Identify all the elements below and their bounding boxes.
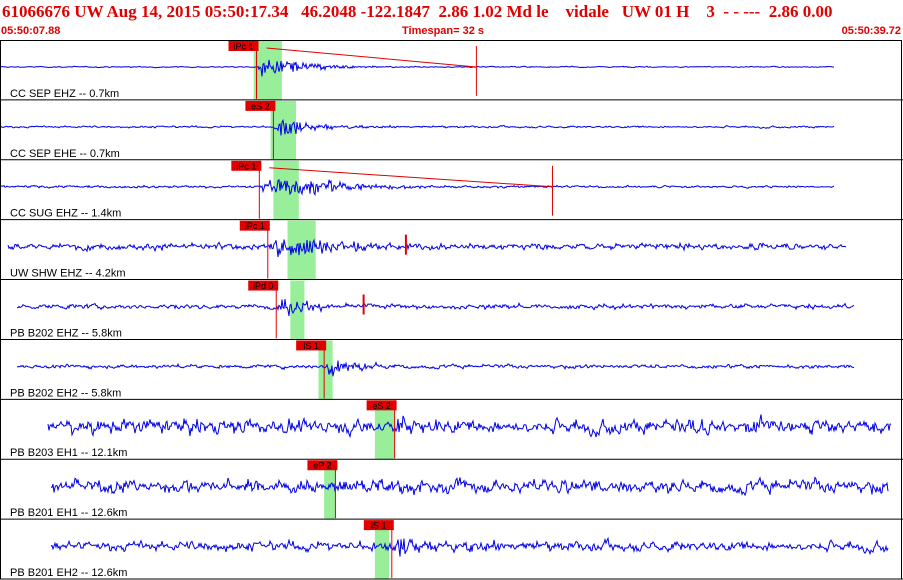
phase-pick-label-box bbox=[248, 280, 279, 291]
station-label: UW SHW EHZ -- 4.2km bbox=[10, 268, 126, 280]
station-label: CC SUG EHZ -- 1.4km bbox=[10, 208, 121, 220]
station-label: PB B201 EH1 -- 12.6km bbox=[10, 507, 127, 519]
trace-panel-8: iS 1 PB B201 EH2 -- 12.6km bbox=[0, 520, 903, 580]
end-time-label: 05:50:39.72 bbox=[841, 25, 901, 37]
phase-pick-label: eP 2 bbox=[313, 461, 331, 471]
phase-pick-label: iPc 1 bbox=[236, 161, 256, 171]
station-label: PB B202 EHZ -- 5.8km bbox=[10, 327, 122, 339]
phase-pick-label-box bbox=[366, 400, 397, 411]
pick-window-highlight bbox=[374, 400, 395, 460]
station-label: PB B202 EH2 -- 5.8km bbox=[10, 387, 121, 399]
waveform-line bbox=[0, 59, 834, 77]
trace-panel-0: iPc 1 CC SEP EHZ -- 0.7km bbox=[0, 41, 903, 101]
trace-panel-7: eP 2 PB B201 EH1 -- 12.6km bbox=[0, 460, 903, 520]
pick-window-highlight bbox=[374, 520, 389, 579]
station-label: CC SEP EHZ -- 0.7km bbox=[10, 88, 119, 100]
phase-pick-label-box bbox=[296, 340, 327, 351]
coda-line bbox=[266, 47, 477, 68]
phase-pick-label: iS 1 bbox=[371, 521, 387, 531]
phase-pick-label: iS 1 bbox=[303, 341, 319, 351]
waveform-line bbox=[16, 360, 855, 377]
phase-pick-label-box bbox=[228, 41, 259, 51]
station-label: PB B201 EH2 -- 12.6km bbox=[10, 567, 127, 579]
phase-pick-label: iPc 1 bbox=[233, 42, 253, 52]
phase-pick-label-box bbox=[239, 220, 270, 231]
trace-panel-1: eS 2 CC SEP EHE -- 0.7km bbox=[0, 100, 903, 161]
waveform-line bbox=[7, 238, 847, 258]
pick-window-highlight bbox=[290, 280, 305, 340]
event-title: 61066676 UW Aug 14, 2015 05:50:17.34 46.… bbox=[2, 2, 833, 21]
phase-pick-label: eS 2 bbox=[372, 401, 391, 411]
coda-line bbox=[269, 167, 553, 188]
trace-panel-3: iPc 1 UW SHW EHZ -- 4.2km bbox=[0, 220, 903, 281]
trace-panel-6: eS 2 PB B203 EH1 -- 12.1km bbox=[0, 400, 903, 460]
phase-pick-label: eS 2 bbox=[251, 101, 270, 111]
start-time-label: 05:50:07.88 bbox=[1, 25, 61, 37]
phase-pick-label-box bbox=[307, 460, 338, 471]
phase-pick-label: iPd 0 bbox=[253, 281, 274, 291]
waveform-line bbox=[50, 536, 889, 557]
waveform-line bbox=[50, 476, 889, 497]
trace-panel-4: iPd 0 PB B202 EHZ -- 5.8km bbox=[0, 280, 903, 340]
pick-window-highlight bbox=[318, 340, 333, 400]
plot-frame bbox=[0, 40, 902, 580]
waveform-line bbox=[0, 118, 835, 136]
trace-panel-5: iS 1 PB B202 EH2 -- 5.8km bbox=[0, 340, 903, 400]
phase-pick-label: iPc 1 bbox=[245, 221, 265, 231]
waveform-line bbox=[0, 178, 835, 197]
pick-window-highlight bbox=[324, 460, 336, 520]
phase-pick-label-box bbox=[231, 160, 262, 171]
waveform-line bbox=[16, 299, 855, 317]
station-label: CC SEP EHE -- 0.7km bbox=[10, 148, 120, 160]
trace-panel-2: iPc 1 CC SUG EHZ -- 1.4km bbox=[0, 160, 903, 221]
phase-pick-label-box bbox=[245, 100, 276, 111]
phase-pick-label-box bbox=[363, 520, 394, 531]
station-label: PB B203 EH1 -- 12.1km bbox=[10, 447, 127, 459]
waveform-line bbox=[47, 414, 892, 439]
timespan-label: Timespan= 32 s bbox=[402, 25, 485, 37]
